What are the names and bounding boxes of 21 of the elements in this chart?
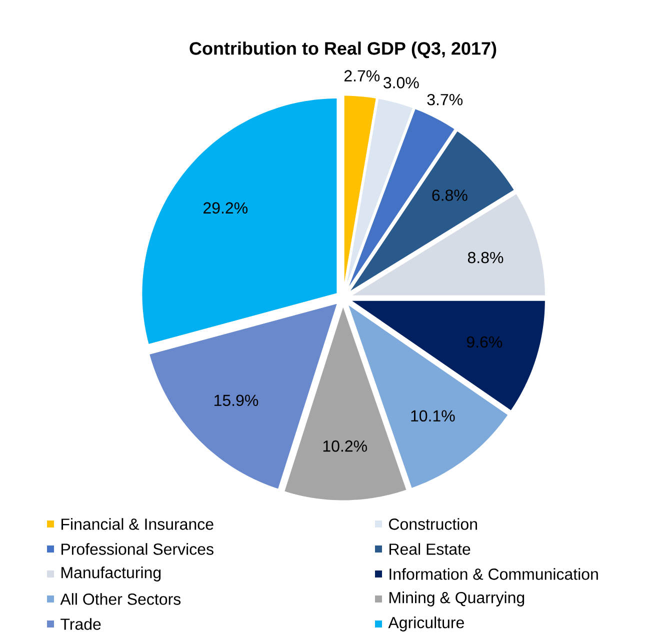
data-label: 8.8% xyxy=(468,252,504,264)
data-label: 6.8% xyxy=(432,190,468,201)
legend-label: Real Estate xyxy=(390,543,470,555)
data-label: 3.0% xyxy=(384,77,419,88)
data-label: 29.2% xyxy=(204,202,248,214)
data-label: 9.6% xyxy=(466,336,502,348)
legend-label: Construction xyxy=(389,518,477,530)
data-label: 10.2% xyxy=(323,440,367,452)
legend-label: All Other Sectors xyxy=(60,593,181,605)
chart-title: Contribution to Real GDP (Q3, 2017) xyxy=(190,42,496,58)
data-label: 3.7% xyxy=(427,94,463,106)
legend-label: Agriculture xyxy=(388,616,464,632)
data-label: 2.7% xyxy=(344,70,380,82)
legend-label: Information & Communication xyxy=(390,568,598,580)
data-label: 10.1% xyxy=(411,410,455,422)
data-label: 15.9% xyxy=(214,394,258,406)
legend-label: Financial & Insurance xyxy=(62,518,214,530)
legend-label: Professional Services xyxy=(62,543,214,555)
legend-label: Mining & Quarrying xyxy=(390,592,524,606)
legend-label: Manufacturing xyxy=(62,566,161,582)
legend-label: Trade xyxy=(60,618,101,630)
